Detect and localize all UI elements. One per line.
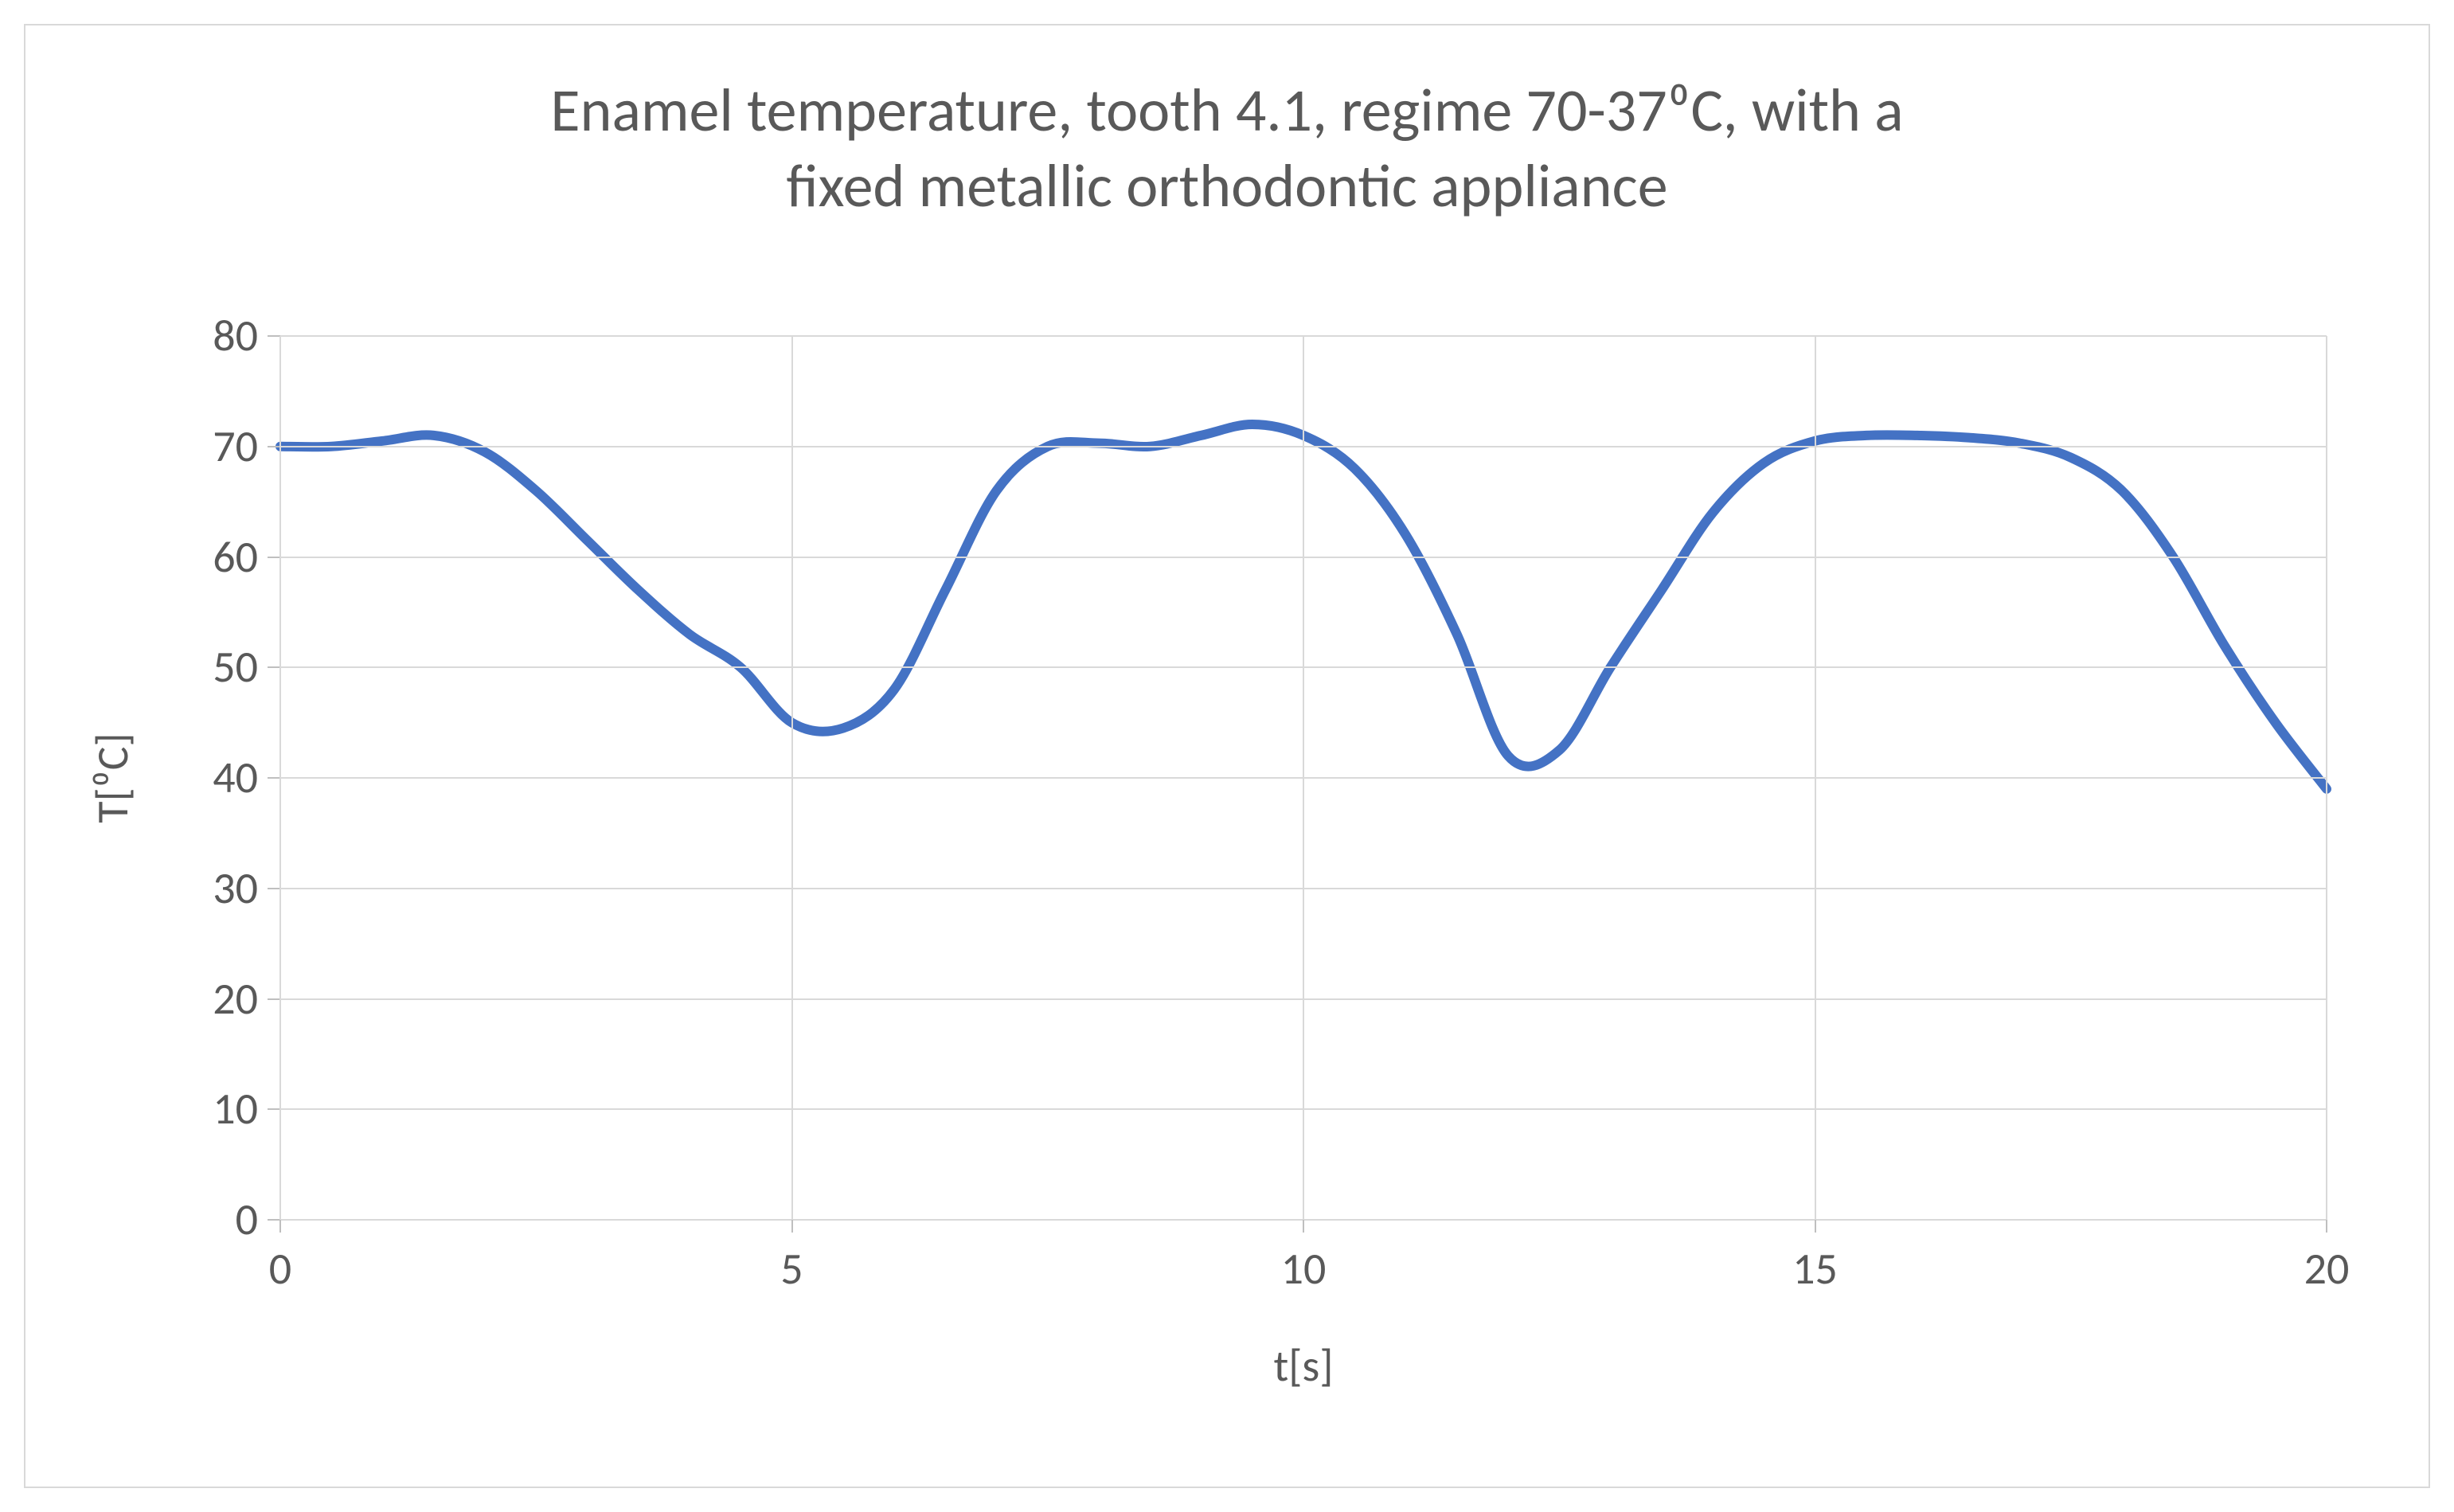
x-tick-label: 20 — [2304, 1242, 2350, 1296]
chart-title-line2: fixed metallic orthodontic appliance — [786, 150, 1667, 223]
gridline-vertical — [2326, 336, 2327, 1220]
y-tick-label: 30 — [213, 861, 258, 916]
plot-area: 0102030405060708005101520 — [280, 336, 2327, 1220]
y-axis-label: T[⁰C] — [86, 733, 140, 822]
y-axis-tick — [268, 888, 280, 889]
y-axis-tick — [268, 1219, 280, 1221]
x-axis-label: t[s] — [1273, 1339, 1333, 1393]
chart-title-line1: Enamel temperature, tooth 4.1, regime 70… — [550, 74, 1903, 147]
x-axis-tick — [2326, 1220, 2327, 1233]
y-tick-label: 50 — [213, 640, 258, 694]
gridline-vertical — [791, 336, 793, 1220]
y-tick-label: 0 — [236, 1193, 258, 1247]
chart-frame: Enamel temperature, tooth 4.1, regime 70… — [24, 24, 2430, 1488]
y-tick-label: 70 — [213, 420, 258, 474]
y-tick-label: 10 — [213, 1082, 258, 1136]
chart-title: Enamel temperature, tooth 4.1, regime 70… — [25, 73, 2429, 225]
gridline-vertical — [1815, 336, 1816, 1220]
x-axis-tick — [279, 1220, 281, 1233]
y-tick-label: 60 — [213, 530, 258, 584]
gridline-vertical — [279, 336, 281, 1220]
x-tick-label: 5 — [780, 1242, 803, 1296]
x-axis-tick — [1303, 1220, 1304, 1233]
x-tick-label: 15 — [1792, 1242, 1838, 1296]
y-tick-label: 80 — [213, 309, 258, 363]
y-tick-label: 40 — [213, 751, 258, 805]
y-tick-label: 20 — [213, 972, 258, 1026]
gridline-vertical — [1303, 336, 1304, 1220]
y-axis-tick — [268, 1108, 280, 1110]
y-axis-tick — [268, 446, 280, 447]
x-axis-tick — [791, 1220, 793, 1233]
x-axis-tick — [1815, 1220, 1816, 1233]
y-axis-tick — [268, 777, 280, 779]
y-axis-tick — [268, 557, 280, 558]
y-axis-tick — [268, 666, 280, 668]
y-axis-tick — [268, 998, 280, 1000]
x-tick-label: 10 — [1281, 1242, 1327, 1296]
y-axis-tick — [268, 335, 280, 337]
x-tick-label: 0 — [269, 1242, 291, 1296]
